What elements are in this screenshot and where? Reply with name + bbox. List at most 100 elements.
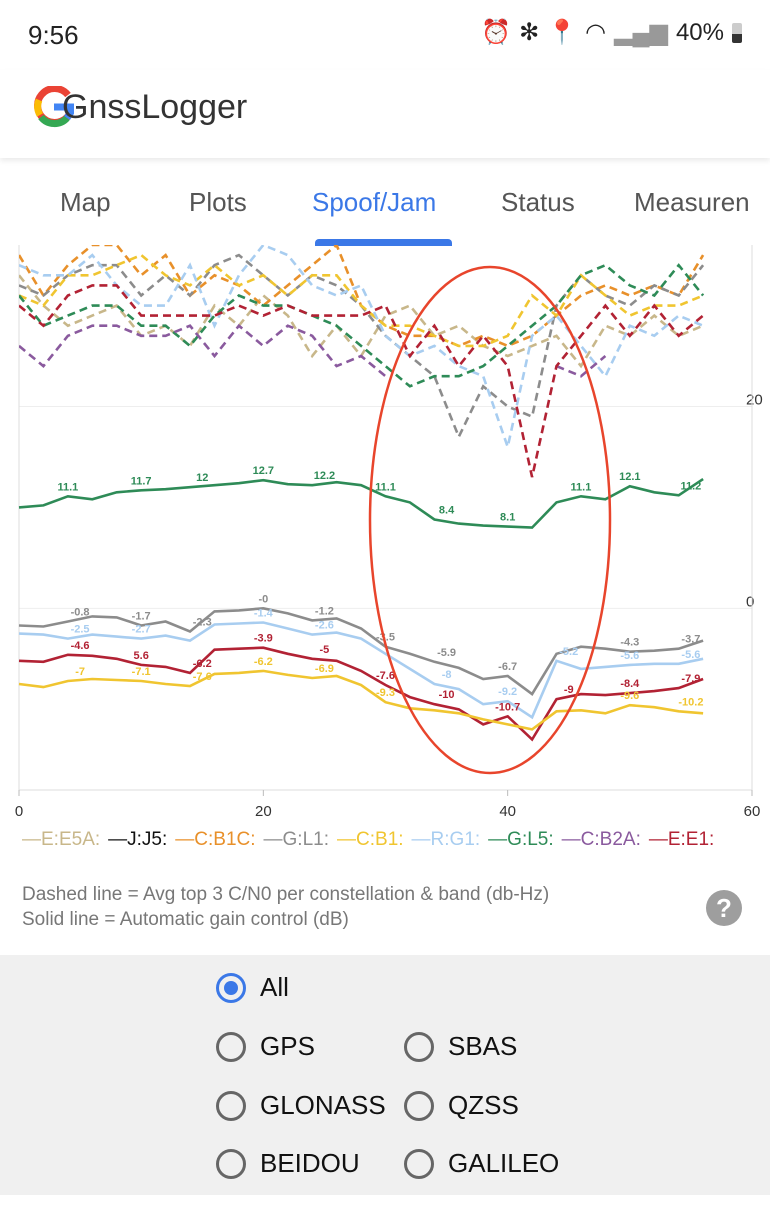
radio-unchecked-icon[interactable] — [404, 1148, 434, 1179]
data-label: 11.1 — [571, 481, 592, 493]
radio-label: GALILEO — [448, 1148, 560, 1178]
radio-unchecked-icon[interactable] — [216, 1148, 246, 1179]
data-label: -2.5 — [71, 624, 90, 636]
legend-item: —C:B2A: — [561, 829, 641, 850]
data-label: -4.3 — [620, 637, 639, 649]
solid-line-g-l5 — [18, 478, 704, 529]
battery-text: 40% — [675, 18, 724, 46]
data-label: -3.9 — [254, 633, 273, 645]
radio-glonass[interactable]: GLONASS — [216, 1090, 386, 1121]
dashed-line-g-l5 — [19, 263, 705, 388]
solid-line-c-b1 — [18, 669, 704, 731]
data-label: -6.9 — [315, 663, 334, 675]
data-label: 11.2 — [681, 480, 702, 492]
x-tick-label: 20 — [255, 803, 272, 820]
radio-beidou[interactable]: BEIDOU — [216, 1148, 360, 1179]
data-label: -9.2 — [498, 686, 517, 698]
radio-qzss[interactable]: QZSS — [404, 1090, 519, 1121]
dashed-line-c-b2a — [19, 326, 654, 377]
data-label: -7.6 — [193, 671, 212, 683]
legend-item: —C:B1: — [337, 829, 404, 850]
battery-icon — [732, 22, 742, 43]
spoof-jam-chart: 20 0 0 20 40 60 11.1 11.7 12 12.7 12.2 11.1 8.4 8.1 11… — [15, 245, 763, 820]
data-label: 12 — [196, 472, 208, 484]
data-label: -9.6 — [620, 690, 639, 702]
solid-line-g-l1 — [18, 606, 704, 696]
chart-legend: —E:E5A: —J:J5: —C:B1C: —G:L1: —C:B1: —R:G1: —G… — [22, 826, 742, 853]
tab-spoof-jam[interactable]: Spoof/Jam — [312, 187, 437, 217]
legend-item: —C:B1C: — [175, 829, 256, 850]
data-label: -2.3 — [193, 617, 212, 629]
radio-unchecked-icon[interactable] — [404, 1031, 434, 1062]
data-label: -1.4 — [254, 607, 274, 619]
radio-sbas[interactable]: SBAS — [404, 1031, 517, 1062]
data-label: 8.1 — [500, 512, 515, 524]
radio-label: All — [260, 972, 289, 1002]
data-label: 12.7 — [253, 465, 274, 477]
app-bar: GnssLogger — [0, 70, 770, 158]
data-label: -2.6 — [315, 620, 334, 632]
radio-label: QZSS — [448, 1090, 519, 1120]
tab-bar: Map Plots Spoof/Jam Status Measuren — [0, 165, 770, 246]
google-g-icon — [34, 86, 74, 128]
radio-unchecked-icon[interactable] — [216, 1090, 246, 1121]
dashed-line-e-e1 — [19, 284, 704, 478]
data-label: 11.7 — [131, 475, 152, 487]
data-label: -7.1 — [132, 666, 151, 678]
solid-line-r-g1 — [18, 621, 704, 720]
data-label: 8.4 — [439, 505, 455, 517]
data-label: -8.4 — [620, 678, 640, 690]
status-icons: ⏰ ✻ 📍 ◠ ▂▄▆ 40% — [481, 18, 742, 47]
tab-status[interactable]: Status — [501, 187, 575, 217]
chart-description: Dashed line = Avg top 3 C/N0 per constel… — [22, 882, 549, 932]
radio-gps[interactable]: GPS — [216, 1031, 315, 1062]
data-label: -0.8 — [71, 606, 90, 618]
radio-unchecked-icon[interactable] — [404, 1090, 434, 1121]
data-label: -3.7 — [681, 634, 700, 646]
dashed-line-description: Dashed line = Avg top 3 C/N0 per constel… — [22, 884, 550, 905]
data-label: 11.1 — [375, 481, 396, 493]
data-label: -10 — [439, 689, 455, 701]
legend-item: —E:E5A: — [22, 829, 101, 850]
data-label: -9.3 — [376, 687, 395, 699]
data-label: -10.7 — [495, 701, 520, 713]
radio-galileo[interactable]: GALILEO — [404, 1148, 559, 1179]
data-label: 12.2 — [314, 470, 335, 482]
x-tick-label: 0 — [15, 803, 23, 820]
data-label: -7 — [75, 666, 85, 678]
data-label: 11.1 — [57, 481, 78, 493]
active-tab-indicator — [315, 239, 452, 246]
data-label: -4.6 — [71, 640, 90, 652]
radio-label: GLONASS — [260, 1090, 386, 1120]
data-label: -5.6 — [620, 650, 639, 662]
dashed-line-c-b1c — [19, 245, 705, 348]
data-label: -5.9 — [437, 647, 456, 659]
data-label: -8 — [442, 669, 452, 681]
radio-all[interactable]: All — [216, 972, 289, 1003]
data-label: -1.7 — [132, 610, 151, 622]
data-label: -5 — [320, 644, 330, 656]
data-label: 5.6 — [134, 650, 149, 662]
clock: 9:56 — [28, 20, 79, 50]
solid-line-description: Solid line = Automatic gain control (dB) — [22, 909, 349, 930]
data-label: -6.2 — [193, 658, 212, 670]
y-tick-label: 0 — [746, 593, 754, 610]
alarm-icon: ⏰ — [481, 19, 512, 46]
radio-label: BEIDOU — [260, 1148, 360, 1178]
tab-measurements[interactable]: Measuren — [634, 187, 750, 217]
x-tick-label: 40 — [499, 803, 516, 820]
y-tick-label: 20 — [746, 391, 763, 408]
legend-item: —R:G1: — [411, 829, 481, 850]
data-label: 12.1 — [619, 471, 640, 483]
location-icon: 📍 — [547, 19, 578, 46]
tab-map[interactable]: Map — [60, 187, 111, 217]
data-label: -9 — [564, 684, 574, 696]
data-label: -2.7 — [132, 624, 151, 636]
tab-plots[interactable]: Plots — [189, 187, 247, 217]
help-icon[interactable]: ? — [706, 890, 742, 926]
signal-icon: ▂▄▆ — [614, 19, 668, 46]
data-label: -1.2 — [315, 605, 334, 617]
radio-checked-icon[interactable] — [216, 972, 246, 1003]
data-label: -7.6 — [376, 670, 395, 682]
radio-unchecked-icon[interactable] — [216, 1031, 246, 1062]
